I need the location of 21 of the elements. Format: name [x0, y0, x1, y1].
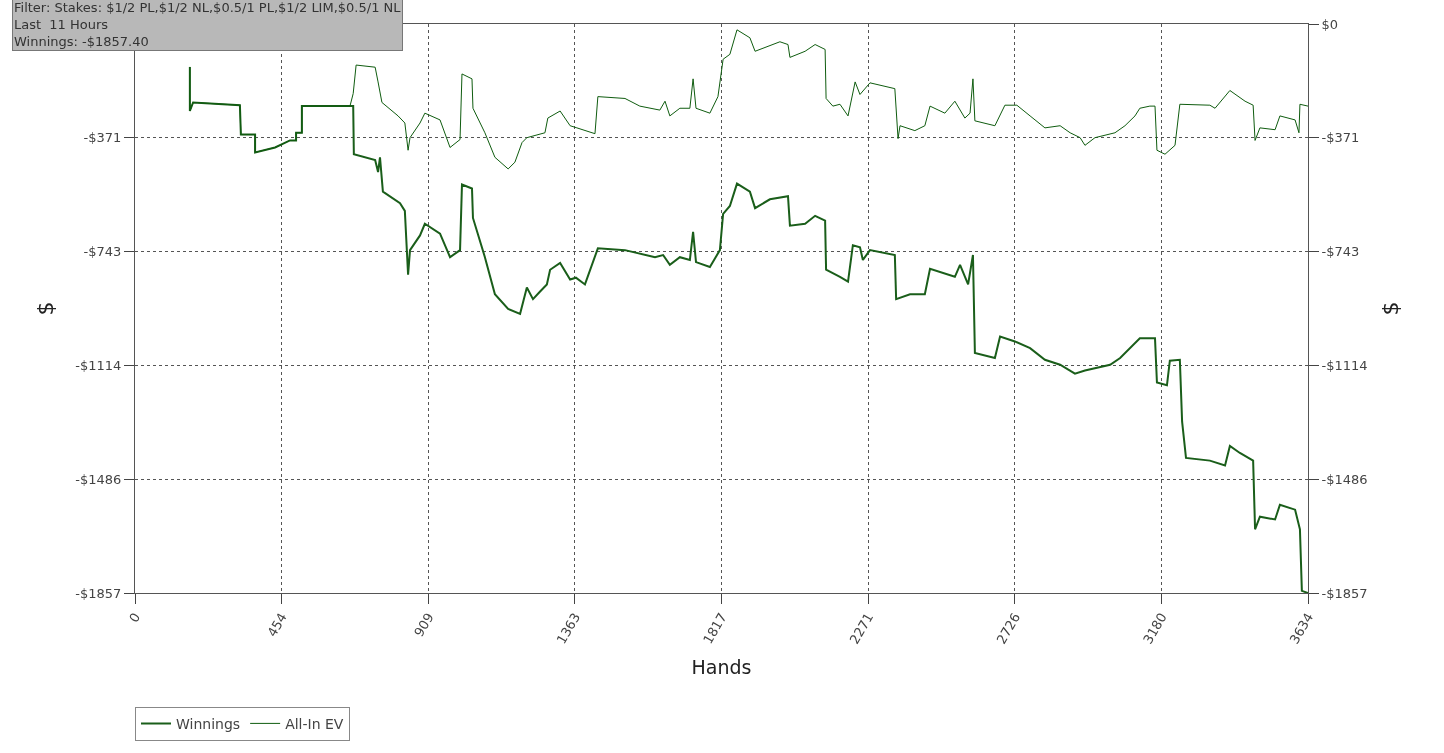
y-tick-label: -$1857 — [75, 585, 122, 601]
legend-label: All-In EV — [285, 715, 344, 732]
y2-tick-label: -$1857 — [1321, 585, 1368, 601]
legend-label: Winnings — [176, 715, 241, 732]
y2-tick-label: -$1114 — [1321, 357, 1368, 373]
y2-tick-label: $0 — [1321, 16, 1339, 32]
text: Last 11 Hours — [14, 16, 109, 32]
y-tick-label: -$1114 — [75, 357, 122, 373]
y2-tick-label: -$371 — [1321, 130, 1360, 146]
y-tick-label: -$1486 — [75, 471, 122, 487]
y-tick-label: -$371 — [83, 130, 122, 146]
y2-axis-title: $ — [1377, 301, 1403, 316]
y-tick-label: -$743 — [83, 244, 122, 260]
x-tick-label: 0 — [126, 610, 144, 626]
y2-tick-label: -$1486 — [1321, 471, 1368, 487]
y-axis-title: $ — [33, 301, 59, 316]
x-axis-title: Hands — [691, 656, 752, 679]
text: Filter: Stakes: $1/2 PL,$1/2 NL,$0.5/1 PL,$1/2 LIM,$0.5/1 NL — [14, 0, 402, 15]
y2-tick-label: -$743 — [1321, 244, 1360, 260]
annotation: Winnings: -$1857.40 — [14, 33, 149, 49]
x-tick-label: 454 — [264, 610, 290, 640]
